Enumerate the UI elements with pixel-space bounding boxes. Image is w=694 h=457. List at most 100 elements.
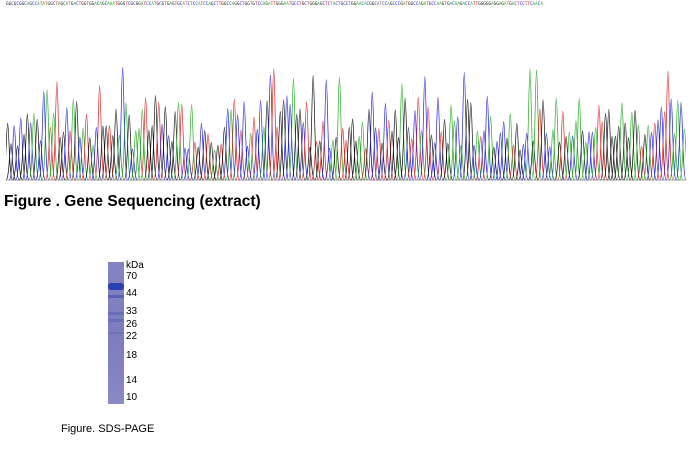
trace-peak-A [41,88,53,181]
trace-peak-C [8,125,20,181]
trace-peak-T [360,148,371,181]
trace-peak-A [550,97,562,181]
trace-peak-T [413,96,424,181]
trace-peak-G [314,140,325,181]
trace-peak-T [271,126,283,181]
trace-peak-A [485,115,496,181]
trace-peak-C [367,91,378,181]
trace-peak-T [81,113,92,181]
trace-peak-T [636,145,647,181]
trace-peak-G [511,122,523,181]
trace-peak-G [488,146,500,181]
trace-peak-A [28,112,40,181]
trace-peak-C [587,131,598,181]
trace-peak-T [475,136,486,181]
trace-peak-G [192,146,204,181]
trace-peak-A [504,113,516,181]
trace-peak-G [54,136,66,181]
trace-peak-T [153,101,165,181]
trace-peak-C [74,136,86,181]
trace-peak-C [646,132,657,181]
trace-peak-G [514,149,526,181]
trace-peak-C [222,108,234,181]
trace-peak-G [58,131,69,181]
trace-peak-G [219,126,230,181]
trace-peak-T [317,120,329,181]
trace-peak-G [350,140,362,181]
trace-peak-G [560,136,572,181]
trace-peak-T [383,120,394,181]
trace-peak-T [659,111,670,181]
trace-peak-G [100,125,112,181]
chromatogram-trace [6,66,686,181]
trace-peak-C [495,132,506,181]
trace-peak-G [12,145,23,181]
trace-peak-C [255,99,266,181]
trace-peak-C [544,146,555,181]
trace-peak-A [114,134,125,181]
trace-peak-G [206,142,217,181]
trace-peak-A [564,131,575,181]
trace-peak-A [48,112,59,181]
trace-peak-G [160,106,171,181]
trace-peak-G [304,146,316,181]
trace-peak-A [133,128,145,181]
trace-peak-C [156,123,168,181]
trace-peak-T [235,129,247,181]
trace-peak-C [321,79,332,181]
trace-peak-C [521,132,532,181]
ladder-band [108,312,124,315]
trace-peak-A [524,68,536,181]
trace-peak-C [238,101,250,181]
trace-peak-G [169,111,181,181]
trace-peak-C [265,74,276,181]
ladder-band [108,295,124,298]
trace-peak-C [25,122,36,181]
trace-peak-A [353,135,365,181]
trace-peak-G [376,142,388,181]
trace-peak-T [248,116,260,181]
trace-peak-G [6,122,13,181]
trace-peak-T [649,122,661,181]
trace-peak-G [123,114,135,181]
trace-peak-C [419,76,431,181]
trace-peak-C [35,139,46,181]
trace-peak-T [202,133,214,181]
trace-peak-C [298,122,309,181]
trace-peak-A [445,104,457,181]
trace-peak-A [633,124,644,181]
trace-peak-G [199,130,211,181]
trace-peak-C [117,66,128,181]
trace-peak-A [357,121,368,181]
trace-peak-G [291,113,302,181]
trace-peak-A [573,97,585,181]
trace-peak-G [527,140,539,181]
trace-peak-T [557,110,569,181]
trace-peak-A [334,76,345,181]
trace-peak-T [435,131,447,181]
trace-peak-A [449,120,460,181]
gel-unit-label: kDa [126,260,144,271]
trace-peak-A [68,98,79,181]
trace-peak-C [458,72,470,181]
trace-peak-A [77,127,89,181]
trace-peak-G [143,129,155,181]
trace-peak-T [406,138,417,181]
trace-peak-G [71,101,82,181]
trace-peak-G [18,134,30,181]
trace-peak-G [442,142,454,181]
trace-peak-A [547,129,559,181]
trace-peak-G [619,122,631,181]
gel-marker-label: 70 [126,271,138,282]
trace-peak-A [186,103,197,181]
trace-peak-C [498,120,509,181]
ladder-band [108,332,124,334]
trace-peak-A [642,124,654,181]
trace-peak-A [531,69,542,181]
trace-peak-T [311,141,322,181]
trace-peak-C [403,126,414,181]
trace-peak-G [212,144,224,181]
trace-peak-G [110,108,122,181]
trace-peak-C [652,119,664,181]
trace-peak-T [189,141,201,181]
